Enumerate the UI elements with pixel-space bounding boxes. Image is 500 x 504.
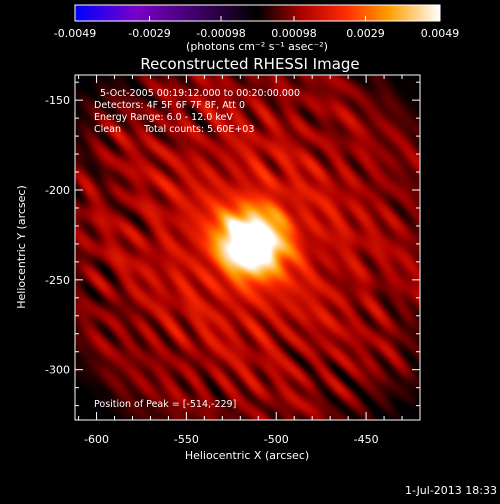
x-tick-label: -500 — [264, 433, 289, 446]
colorbar-tick-label: -0.0049 — [54, 27, 96, 40]
chart-title: Reconstructed RHESSI Image — [140, 55, 359, 73]
x-tick-label: -450 — [354, 433, 379, 446]
annotation-time: 5-Oct-2005 00:19:12.000 to 00:20:00.000 — [100, 88, 300, 99]
annotation-detectors: Detectors: 4F 5F 6F 7F 8F, Att 0 — [94, 100, 245, 111]
colorbar-units: (photons cm⁻² s⁻¹ asec⁻²) — [186, 40, 328, 53]
colorbar-tick-label: -0.00098 — [196, 27, 245, 40]
y-tick-label: -200 — [45, 184, 70, 197]
axis-ticks: -600 -550 -500 -450 -150 -200 -250 -300 — [45, 75, 421, 446]
colorbar-tick-label: 0.0029 — [346, 27, 385, 40]
y-tick-label: -150 — [45, 94, 70, 107]
x-tick-label: -600 — [84, 433, 109, 446]
annotation-method: Clean — [94, 124, 121, 135]
colorbar-tick-label: -0.0029 — [128, 27, 170, 40]
annotation-energy: Energy Range: 6.0 - 12.0 keV — [94, 112, 233, 123]
colorbar-ticks: -0.0049 -0.0029 -0.00098 0.00098 0.0029 0.004… — [54, 16, 459, 40]
x-axis-label: Heliocentric X (arcsec) — [185, 449, 309, 462]
colorbar-tick-label: 0.00098 — [271, 27, 317, 40]
footer-timestamp: 1-Jul-2013 18:33 — [405, 484, 497, 497]
annotation-peak: Position of Peak = [-514,-229] — [94, 399, 236, 410]
plot-frame — [74, 74, 421, 421]
colorbar-tick-label: 0.0049 — [421, 27, 460, 40]
y-tick-label: -250 — [45, 274, 70, 287]
y-axis-label: Heliocentric Y (arcsec) — [15, 185, 28, 309]
annotation-counts: Total counts: 5.60E+03 — [143, 124, 254, 135]
colorbar — [74, 4, 441, 22]
y-tick-label: -300 — [45, 364, 70, 377]
heatmap-image — [75, 75, 420, 420]
x-tick-label: -550 — [174, 433, 199, 446]
